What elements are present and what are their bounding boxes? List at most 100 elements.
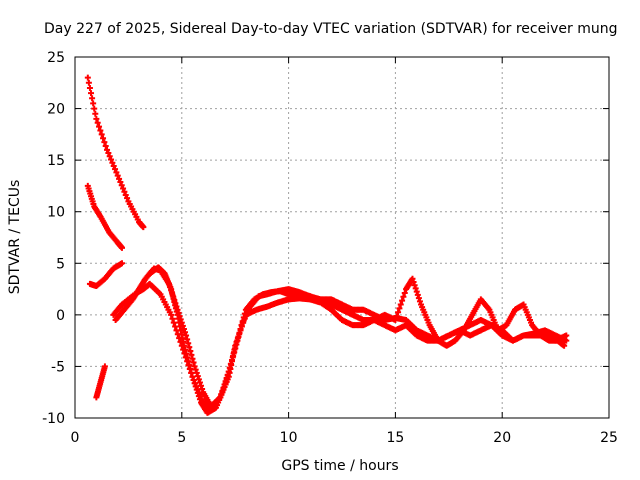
data-point [393, 313, 400, 320]
data-point [396, 305, 403, 312]
data-point [117, 179, 124, 186]
data-point [411, 282, 418, 289]
data-point [86, 84, 93, 91]
data-point [89, 95, 96, 102]
data-point [228, 356, 235, 363]
data-point [114, 172, 121, 179]
data-point [92, 110, 99, 117]
series-arc-2 [84, 182, 125, 251]
data-point [199, 385, 206, 392]
data-point [109, 159, 116, 166]
data-point [198, 382, 205, 389]
data-point [96, 123, 103, 130]
data-point [112, 166, 119, 173]
data-point [188, 351, 195, 358]
data-point [170, 319, 177, 326]
data-point [222, 380, 229, 387]
data-point [183, 350, 190, 357]
x-tick-label: 25 [600, 430, 618, 446]
series-arc-3 [86, 260, 125, 289]
axis-ticks: 0 5 10 15 20 25 -10 -5 0 5 10 15 20 25 [42, 50, 618, 446]
x-tick-label: 5 [177, 430, 186, 446]
data-point [194, 389, 201, 396]
data-point [102, 142, 109, 149]
data-point [169, 315, 176, 322]
data-point [94, 119, 101, 126]
x-tick-label: 10 [280, 430, 298, 446]
data-point [91, 105, 98, 112]
data-point [230, 353, 237, 360]
y-tick-label: 5 [56, 256, 65, 272]
data-point [113, 169, 120, 176]
data-point [93, 115, 100, 122]
data-point [409, 275, 416, 282]
data-point [399, 297, 406, 304]
data-point [193, 369, 200, 376]
data-point [563, 337, 570, 344]
data-point [227, 360, 234, 367]
data-point [121, 188, 128, 195]
data-point [231, 349, 238, 356]
data-point [104, 146, 111, 153]
data-point [395, 309, 402, 316]
data-point [187, 347, 194, 354]
data-point [105, 150, 112, 157]
data-point [189, 355, 196, 362]
x-tick-label: 20 [493, 430, 511, 446]
data-point [194, 373, 201, 380]
data-point [223, 376, 230, 383]
y-tick-label: 25 [47, 50, 65, 66]
data-point [196, 379, 203, 386]
data-point [84, 74, 91, 81]
data-point [236, 329, 243, 336]
data-point [122, 191, 129, 198]
series-arc-1 [84, 74, 147, 231]
data-point [118, 182, 125, 189]
data-point [184, 354, 191, 361]
data-point [561, 342, 568, 349]
y-tick-label: 0 [56, 308, 65, 324]
data-point [108, 156, 115, 163]
data-point [90, 100, 97, 107]
data-point [118, 244, 125, 251]
data-point [183, 332, 190, 339]
data-point [225, 368, 232, 375]
data-point [235, 333, 242, 340]
data-point [190, 376, 197, 383]
y-tick-label: -10 [42, 411, 65, 427]
data-point [414, 291, 421, 298]
data-point [563, 332, 570, 339]
data-point [192, 383, 199, 390]
data-point [185, 358, 192, 365]
data-point [221, 384, 228, 391]
data-point [410, 278, 417, 285]
data-point [118, 260, 125, 267]
data-point [85, 79, 92, 86]
data-point [226, 364, 233, 371]
grid [75, 57, 609, 418]
data-point [232, 345, 239, 352]
data-point [180, 326, 187, 333]
data-point [192, 366, 199, 373]
plot-area-frame [74, 56, 610, 419]
data-point [193, 386, 200, 393]
data-point [180, 342, 187, 349]
data-point [413, 288, 420, 295]
data-point [101, 363, 108, 370]
data-point [195, 393, 202, 400]
data-point [182, 329, 189, 336]
data-point [195, 376, 202, 383]
data-points [84, 74, 570, 416]
data-point [224, 372, 231, 379]
y-tick-label: 15 [47, 153, 65, 169]
data-point [188, 369, 195, 376]
data-point [397, 301, 404, 308]
data-point [233, 341, 240, 348]
y-tick-label: -5 [51, 359, 65, 375]
data-point [187, 366, 194, 373]
data-point [110, 162, 117, 169]
data-point [400, 293, 407, 300]
series-arc-7 [146, 264, 568, 416]
data-point [401, 289, 408, 296]
data-point [392, 317, 399, 324]
